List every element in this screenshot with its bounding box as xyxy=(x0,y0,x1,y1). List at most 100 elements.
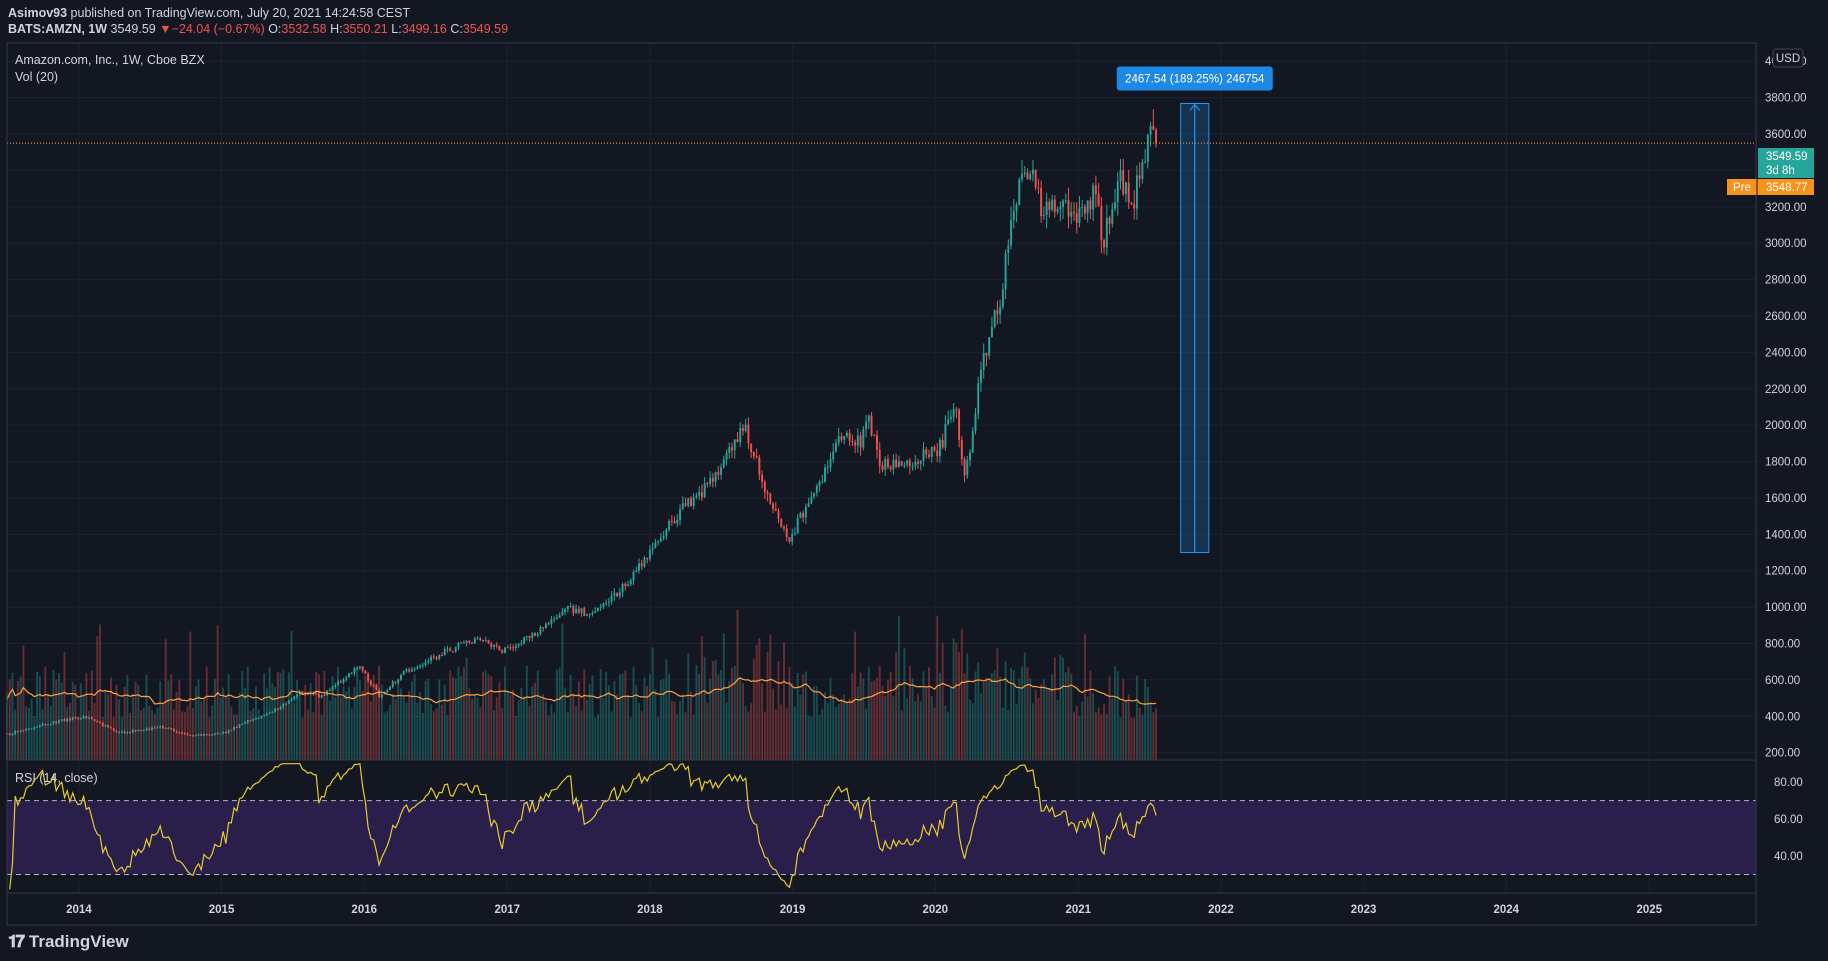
candle-body xyxy=(922,449,925,461)
volume-bar xyxy=(769,634,772,760)
candle-body xyxy=(107,725,110,728)
candle-body xyxy=(971,431,974,453)
candle-body xyxy=(457,643,460,648)
currency-button[interactable]: USD xyxy=(1772,48,1804,68)
volume-bar xyxy=(175,692,178,760)
candle-body xyxy=(1053,199,1056,212)
candle-body xyxy=(999,306,1002,315)
candle-body xyxy=(16,731,19,733)
candle-body xyxy=(878,449,881,466)
volume-bar xyxy=(755,644,758,760)
volume-bar xyxy=(736,610,739,760)
candle-body xyxy=(397,679,400,683)
candle-body xyxy=(58,720,60,723)
candle-body xyxy=(793,533,796,535)
volume-bar xyxy=(980,692,982,760)
volume-bar xyxy=(129,712,132,760)
volume-bar xyxy=(758,637,761,760)
candle-body xyxy=(328,689,331,691)
volume-bar xyxy=(230,706,233,760)
volume-bar xyxy=(96,636,99,760)
volume-bar xyxy=(457,666,460,760)
volume-bar xyxy=(523,696,526,760)
candle-body xyxy=(74,717,77,719)
volume-bar xyxy=(960,629,963,760)
candle-body xyxy=(648,549,651,560)
candle-body xyxy=(14,731,17,735)
volume-bar xyxy=(906,698,909,760)
candle-body xyxy=(255,718,257,720)
candle-body xyxy=(309,693,312,695)
candle-body xyxy=(301,691,304,694)
volume-bar xyxy=(323,671,326,760)
volume-bar xyxy=(687,653,690,760)
volume-bar xyxy=(520,687,523,760)
volume-bar xyxy=(580,710,583,760)
volume-bar xyxy=(856,686,859,760)
candle-body xyxy=(900,461,903,466)
volume-bar xyxy=(657,716,660,760)
volume-bar xyxy=(930,696,933,760)
candle-body xyxy=(862,429,865,448)
volume-bar xyxy=(550,704,553,760)
candle-body xyxy=(731,447,733,451)
candle-body xyxy=(569,605,572,607)
candle-body xyxy=(700,492,703,498)
candle-body xyxy=(367,673,370,681)
candle-body xyxy=(1045,201,1048,215)
price-change: −24.04 (−0.67%) xyxy=(171,22,265,36)
candle-body xyxy=(85,716,88,719)
volume-bar xyxy=(933,707,936,760)
candle-body xyxy=(703,483,706,498)
volume-bar xyxy=(588,683,591,760)
candle-body xyxy=(1048,201,1051,210)
volume-bar xyxy=(471,698,474,760)
volume-bar xyxy=(807,715,810,760)
volume-bar xyxy=(903,648,906,760)
volume-bar xyxy=(140,710,143,760)
volume-bar xyxy=(884,695,887,760)
publisher-name[interactable]: Asimov93 xyxy=(8,6,68,20)
candle-body xyxy=(845,432,848,437)
volume-bar xyxy=(120,716,123,760)
candle-body xyxy=(268,712,271,714)
volume-bar xyxy=(977,662,980,760)
volume-bar xyxy=(1026,667,1029,760)
price-range-measure[interactable]: 2467.54 (189.25%) 246754 xyxy=(1116,66,1273,554)
volume-bar xyxy=(200,701,203,760)
candle-body xyxy=(520,643,523,645)
volume-bar xyxy=(1125,700,1127,760)
candle-body xyxy=(654,542,657,548)
volume-bar xyxy=(876,677,878,760)
volume-bar xyxy=(304,684,307,760)
volume-bar xyxy=(52,670,55,760)
volume-bar xyxy=(290,630,293,760)
volume-bar xyxy=(326,690,329,760)
candle-body xyxy=(944,423,947,448)
candle-body xyxy=(821,481,824,483)
candle-body xyxy=(216,733,219,735)
volume-bar xyxy=(328,701,331,760)
volume-bar xyxy=(886,679,889,760)
volume-bar xyxy=(703,657,706,760)
tradingview-logo[interactable]: 𝟏𝟕 TradingView xyxy=(8,932,129,952)
candle-body xyxy=(296,694,298,697)
candle-body xyxy=(788,537,791,542)
volume-bar xyxy=(679,701,681,760)
candle-body xyxy=(88,717,91,719)
time-axis-label: 2023 xyxy=(1351,904,1377,916)
candle-body xyxy=(167,727,170,729)
candle-body xyxy=(837,436,840,443)
last-price-badge-value: 3549.59 xyxy=(1766,151,1808,163)
volume-bar xyxy=(386,711,389,760)
volume-bar xyxy=(1048,687,1051,760)
volume-bar xyxy=(788,667,791,760)
time-axis-label: 2020 xyxy=(922,904,948,916)
price-axis-label: 3800.00 xyxy=(1765,93,1807,105)
candle-body xyxy=(189,734,192,736)
volume-bar xyxy=(594,717,597,760)
candle-body xyxy=(534,632,536,636)
candle-body xyxy=(933,446,936,451)
candle-body xyxy=(640,563,643,567)
